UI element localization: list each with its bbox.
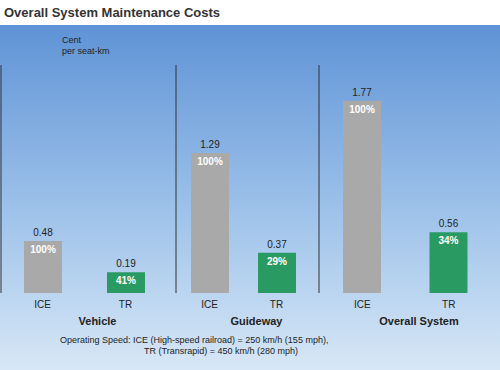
svg-text:TR: TR [442, 299, 455, 310]
svg-text:0.37: 0.37 [267, 239, 287, 250]
svg-text:0.56: 0.56 [439, 218, 459, 229]
html-text:Overall System Maintenance Cos: Overall System Maintenance Costs [4, 5, 220, 20]
svg-text:0.48: 0.48 [33, 227, 53, 238]
svg-text:ICE: ICE [201, 299, 218, 310]
html-text:per seat-km: per seat-km [62, 46, 110, 56]
svg-text:TR: TR [270, 299, 283, 310]
html-text:Vehicle: Vehicle [78, 315, 117, 327]
html-text:TR (Transrapid) = 450 km/h (28: TR (Transrapid) = 450 km/h (280 mph) [144, 346, 298, 356]
svg-text:41%: 41% [116, 275, 136, 286]
svg-text:29%: 29% [267, 256, 287, 267]
svg-text:TR: TR [119, 299, 132, 310]
svg-text:ICE: ICE [34, 299, 51, 310]
html-text:Guideway: Guideway [230, 315, 283, 327]
html-text:Operating Speed: ICE (High-spe: Operating Speed: ICE (High-speed railroa… [60, 335, 329, 345]
svg-text:1.77: 1.77 [352, 87, 372, 98]
svg-text:100%: 100% [349, 104, 375, 115]
html-text:Cent: Cent [62, 35, 81, 45]
html-text:Overall System: Overall System [379, 315, 459, 327]
svg-text:0.19: 0.19 [116, 258, 136, 269]
svg-text:100%: 100% [30, 244, 56, 255]
svg-text:100%: 100% [197, 156, 223, 167]
svg-text:1.29: 1.29 [200, 139, 220, 150]
svg-text:ICE: ICE [354, 299, 371, 310]
svg-text:34%: 34% [438, 235, 458, 246]
